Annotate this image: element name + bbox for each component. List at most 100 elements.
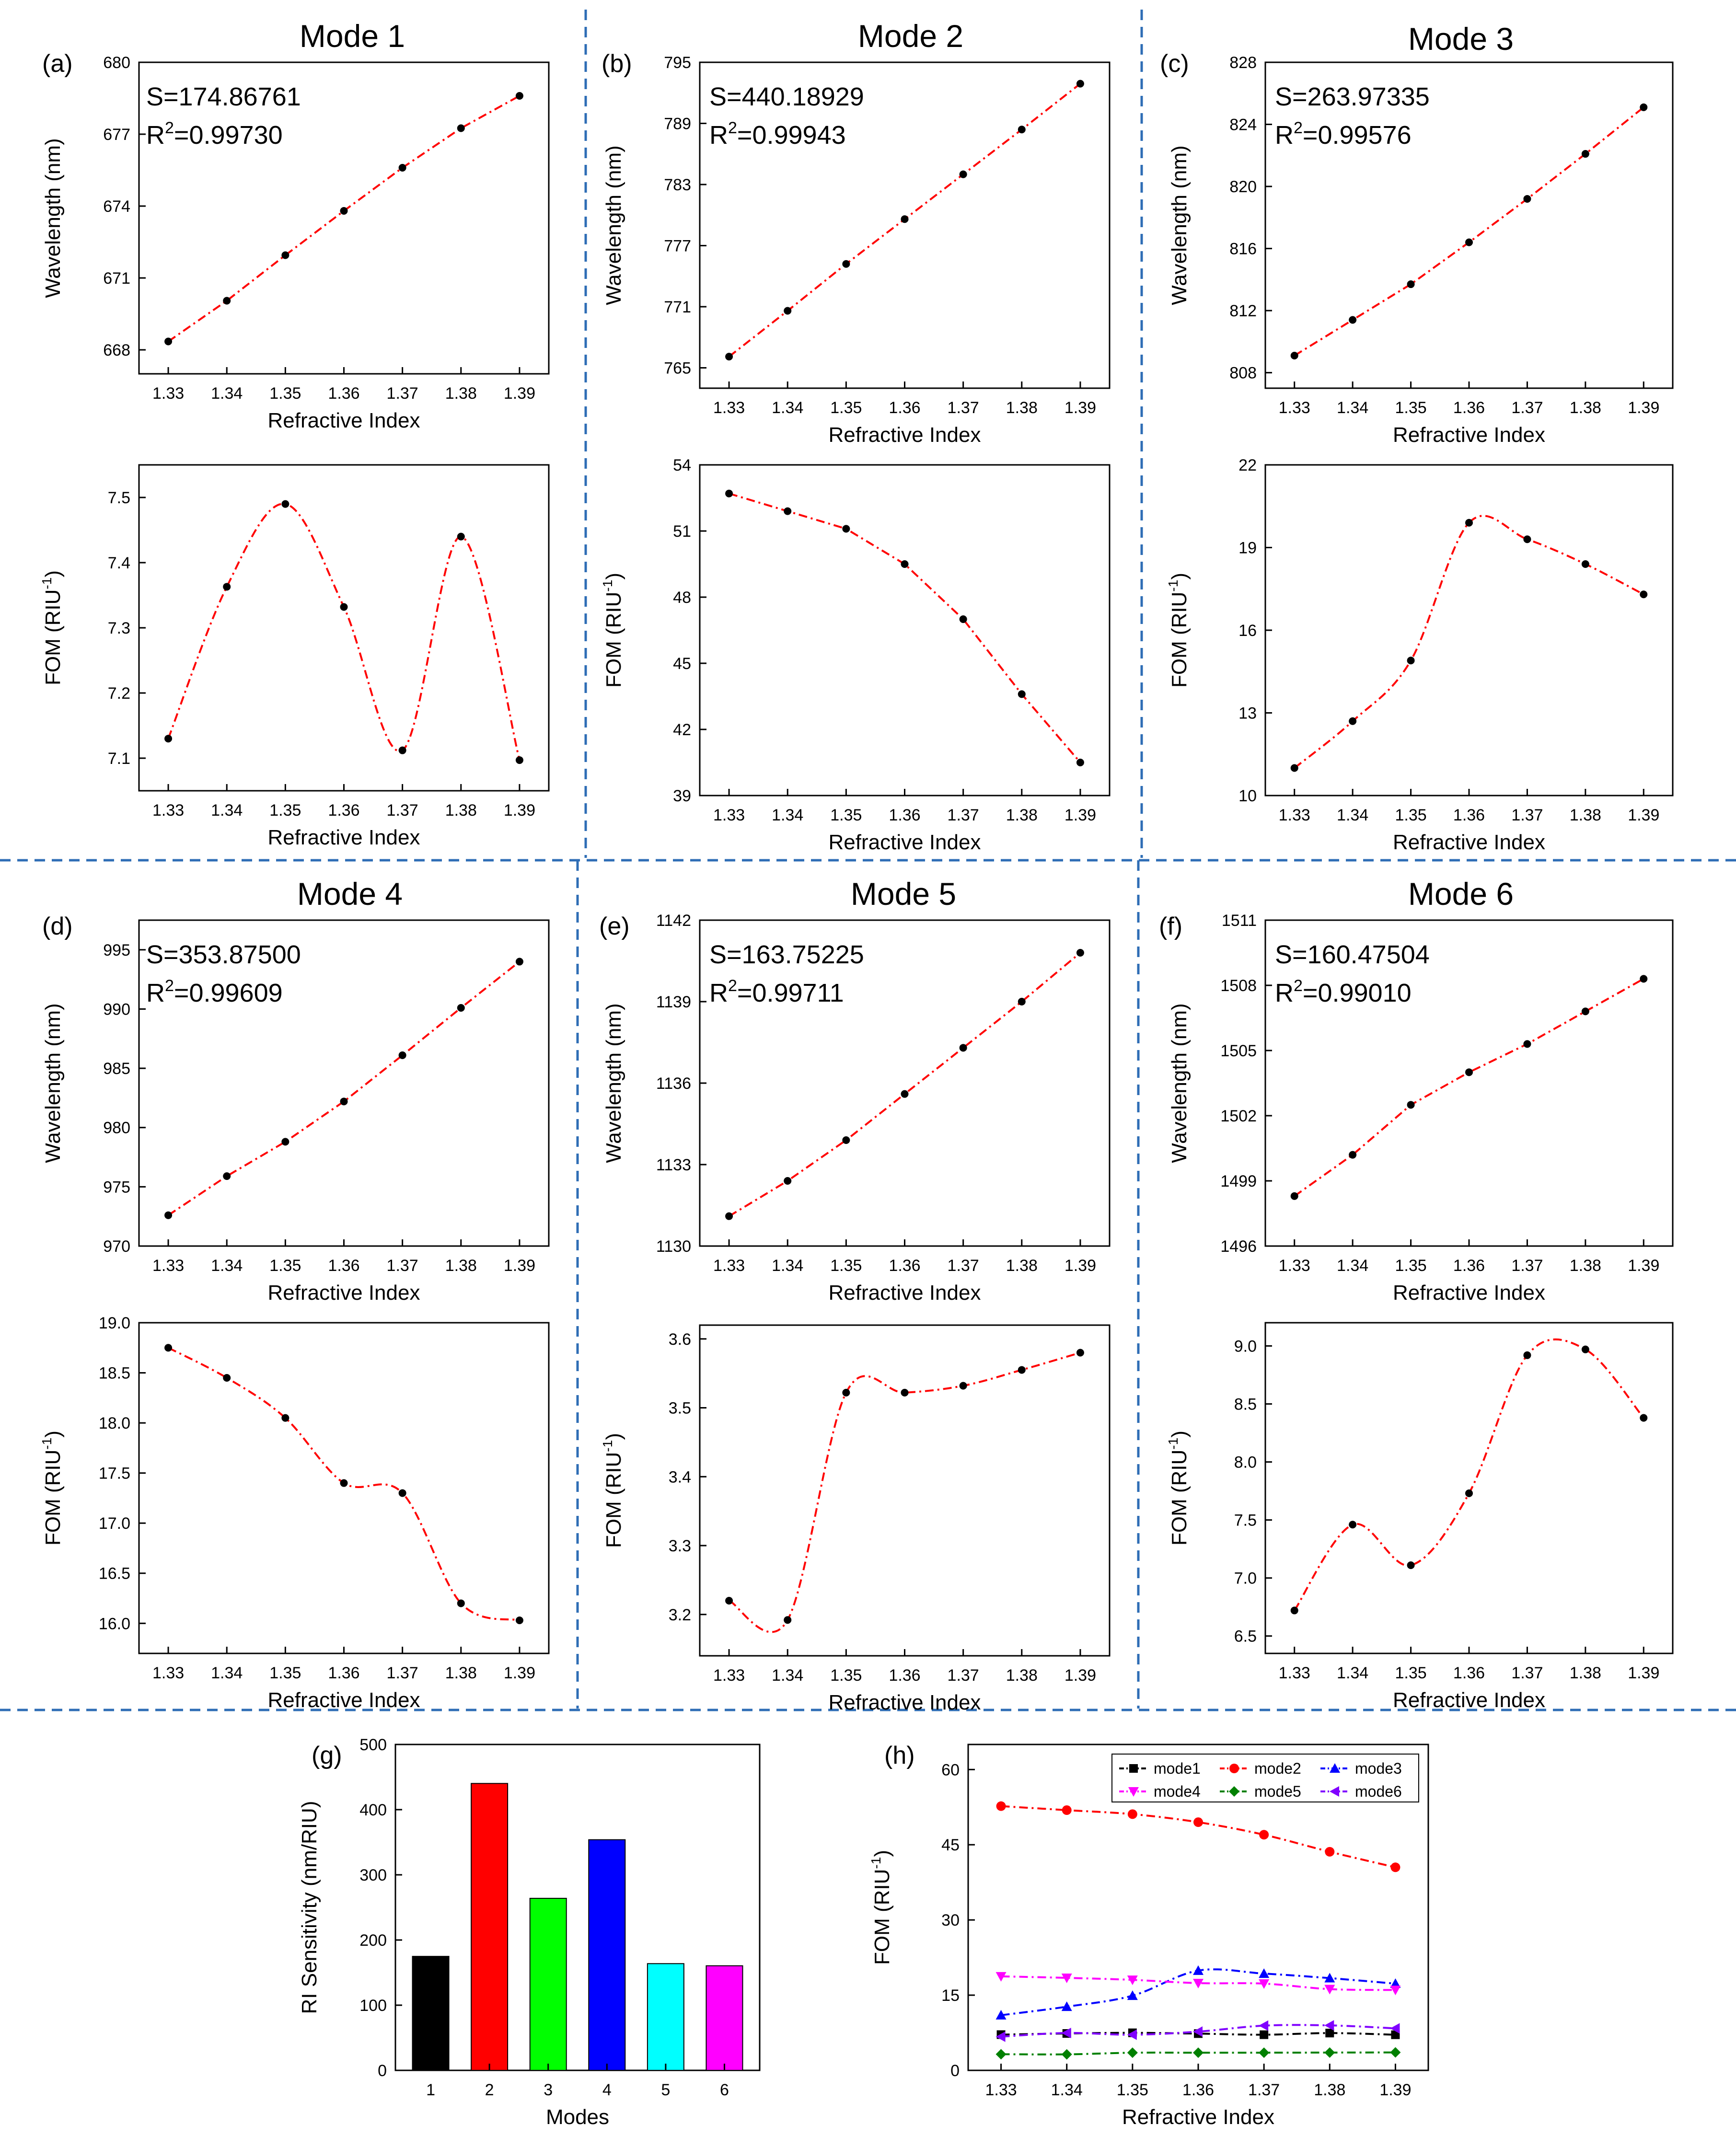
y-tick-label: 10 [1238, 787, 1257, 805]
y-axis-label: RI Sensitivity (nm/RIU) [298, 1801, 321, 2014]
data-point [725, 489, 733, 497]
y-tick-label: 300 [359, 1866, 387, 1884]
chart-mode1-wavelength: 1.33 1.34 1.35 1.36 1.37 1.38 1.39 668 671 674 677… [41, 54, 550, 432]
y-axis-label-main: FOM (RIU [602, 592, 625, 688]
data-point [515, 756, 523, 764]
x-tick-label: 1.38 [445, 384, 477, 403]
y-tick-label: 18.5 [99, 1364, 130, 1383]
data-point-mode5 [995, 2049, 1007, 2060]
legend-box [1111, 1754, 1419, 1802]
y-tick-label: 677 [103, 126, 130, 144]
data-point [1290, 352, 1298, 359]
y-tick-label: 824 [1229, 116, 1257, 134]
data-point [1465, 1068, 1473, 1076]
y-axis-label-main: FOM (RIU [870, 1869, 894, 1965]
bar-mode-1 [412, 1956, 450, 2071]
r2-text: R2=0.99943 [709, 119, 846, 150]
r2-text: R2=0.99609 [146, 977, 283, 1007]
data-point [1581, 560, 1589, 568]
x-tick-label: 1.36 [328, 1664, 359, 1682]
data-point [223, 297, 231, 305]
data-point [1581, 1007, 1589, 1016]
data-point [1407, 657, 1415, 665]
y-tick-label: 816 [1229, 240, 1257, 258]
y-tick-label: 3.4 [669, 1468, 691, 1486]
data-point [1640, 590, 1648, 599]
x-tick-label: 1.39 [1628, 1257, 1659, 1275]
y-tick-label: 8.5 [1234, 1395, 1257, 1413]
x-axis-label: Refractive Index [1122, 2105, 1274, 2129]
data-point [784, 507, 792, 515]
x-axis-label: Refractive Index [1393, 831, 1545, 854]
x-tick-label: 1.36 [328, 384, 359, 403]
r2-value: =0.99711 [737, 979, 844, 1007]
y-tick-label: 16.5 [99, 1565, 130, 1583]
x-tick-label: 1.37 [387, 1257, 418, 1275]
data-point-mode5 [1390, 2047, 1401, 2058]
series-line-mode2 [1001, 1805, 1396, 1869]
x-tick-label: 1.37 [1511, 1664, 1543, 1682]
x-tick-label: 1.35 [269, 801, 301, 820]
data-point-mode5 [1259, 2047, 1270, 2058]
data-point [1523, 1351, 1531, 1359]
y-tick-label: 7.1 [108, 750, 130, 768]
y-tick-label: 48 [673, 589, 691, 607]
x-tick-label: 1.39 [1065, 1666, 1096, 1685]
legend-marker-mode5 [1229, 1786, 1239, 1797]
x-tick-label: 1.35 [830, 399, 862, 417]
x-tick-label: 1.37 [1511, 1257, 1543, 1275]
bar-mode-3 [529, 1898, 567, 2071]
x-tick-label: 1.36 [889, 399, 920, 417]
y-tick-label: 808 [1229, 364, 1257, 382]
y-tick-label: 1133 [656, 1156, 691, 1174]
y-axis-label-end: ) [602, 573, 625, 580]
y-tick-label: 51 [673, 522, 691, 541]
r2-prefix: R [146, 121, 165, 150]
data-point [340, 207, 348, 215]
data-point-mode2 [1259, 1830, 1269, 1840]
data-point [398, 1051, 406, 1059]
x-tick-label: 1.35 [1395, 1257, 1426, 1275]
y-tick-label: 7.5 [108, 489, 130, 507]
y-axis-label-end: ) [41, 1431, 65, 1438]
x-tick-label: 1.35 [1395, 1664, 1426, 1682]
x-tick-label: 1.37 [948, 399, 979, 417]
data-point-mode3 [1127, 1990, 1138, 2000]
fit-curve [167, 503, 521, 761]
y-tick-label: 1139 [656, 993, 691, 1011]
x-tick-label: 1.34 [772, 806, 803, 824]
chart-mode5-wavelength: 1.33 1.34 1.35 1.36 1.37 1.38 1.39 1130 1133 1136… [602, 912, 1111, 1305]
y-tick-label: 7.2 [108, 684, 130, 703]
data-point-mode6 [995, 2031, 1006, 2042]
data-point [842, 525, 850, 533]
data-point-mode1 [1325, 2029, 1334, 2038]
x-tick-label: 1.38 [1314, 2081, 1345, 2099]
x-axis-label: Refractive Index [1393, 423, 1545, 447]
x-axis-label: Refractive Index [829, 1691, 981, 1714]
x-tick-label: 1.33 [152, 384, 184, 403]
x-tick-label: 1.33 [1279, 1664, 1310, 1682]
data-point-mode6 [1390, 2023, 1400, 2034]
x-tick-label: 1.34 [211, 1257, 243, 1275]
data-point [901, 215, 909, 223]
x-tick-label: 1.34 [772, 1257, 803, 1275]
r2-sup: 2 [728, 977, 737, 995]
y-tick-label: 668 [103, 341, 130, 359]
data-point [901, 1388, 909, 1397]
chart-mode4-fom: 1.33 1.34 1.35 1.36 1.37 1.38 1.39 16.0 16.5 17.0… [39, 1314, 550, 1712]
plot-frame [699, 1324, 1111, 1657]
x-tick-label: 1.34 [772, 1666, 803, 1685]
r2-text: R2=0.99576 [1275, 119, 1412, 150]
x-tick-label: 6 [720, 2081, 729, 2099]
data-point [340, 603, 348, 611]
data-point [1018, 998, 1026, 1005]
data-point [1018, 126, 1026, 134]
y-tick-label: 6.5 [1234, 1628, 1257, 1646]
data-point-mode6 [1061, 2027, 1071, 2038]
y-axis-label-sup: -1 [600, 1440, 615, 1452]
chart-mode5-fom: 1.33 1.34 1.35 1.36 1.37 1.38 1.39 3.2 3.3 3.4 3.5… [600, 1324, 1111, 1714]
data-point-mode5 [1061, 2049, 1072, 2060]
data-point-mode3 [1390, 1978, 1401, 1988]
x-tick-label: 1.35 [1395, 399, 1426, 417]
